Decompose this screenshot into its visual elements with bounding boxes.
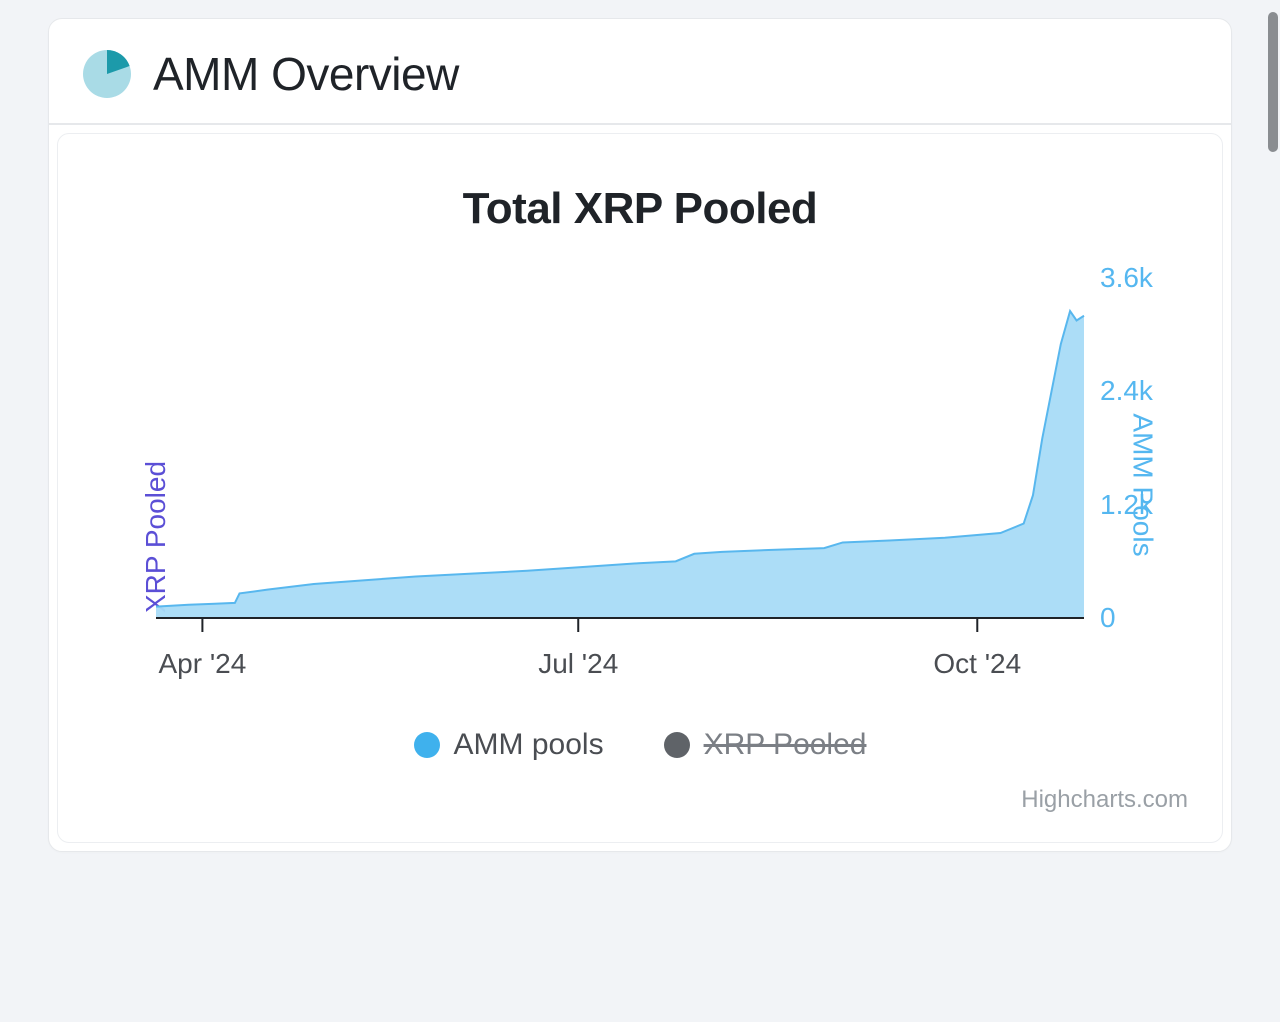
pie-chart-icon bbox=[81, 48, 133, 100]
overview-card: AMM Overview Total XRP Pooled XRP Pooled… bbox=[48, 18, 1232, 852]
y-tick-label: 2.4k bbox=[1100, 375, 1153, 407]
chart-title: Total XRP Pooled bbox=[86, 184, 1194, 234]
x-tick-label: Oct '24 bbox=[933, 648, 1021, 680]
page-root: AMM Overview Total XRP Pooled XRP Pooled… bbox=[0, 0, 1280, 1022]
y-tick-label: 1.2k bbox=[1100, 489, 1153, 521]
x-tick-label: Apr '24 bbox=[158, 648, 246, 680]
legend-label-amm-pools: AMM pools bbox=[454, 728, 604, 762]
legend-swatch-xrp-pooled bbox=[664, 732, 690, 758]
legend-label-xrp-pooled: XRP Pooled bbox=[704, 728, 867, 762]
card-header: AMM Overview bbox=[49, 19, 1231, 125]
scrollbar-track[interactable] bbox=[1268, 0, 1278, 1022]
legend-item-amm-pools[interactable]: AMM pools bbox=[414, 728, 604, 762]
chart-svg bbox=[86, 270, 1194, 700]
legend-swatch-amm-pools bbox=[414, 732, 440, 758]
y-tick-label: 0 bbox=[1100, 602, 1116, 634]
y-tick-label: 3.6k bbox=[1100, 262, 1153, 294]
chart-panel: Total XRP Pooled XRP Pooled AMM Pools 01… bbox=[57, 133, 1223, 843]
scrollbar-thumb[interactable] bbox=[1268, 12, 1278, 152]
plot-area: XRP Pooled AMM Pools 01.2k2.4k3.6kApr '2… bbox=[86, 270, 1194, 700]
card-title: AMM Overview bbox=[153, 47, 459, 101]
chart-legend: AMM pools XRP Pooled bbox=[86, 728, 1194, 762]
legend-item-xrp-pooled[interactable]: XRP Pooled bbox=[664, 728, 867, 762]
chart-credit[interactable]: Highcharts.com bbox=[86, 786, 1194, 814]
x-tick-label: Jul '24 bbox=[538, 648, 618, 680]
